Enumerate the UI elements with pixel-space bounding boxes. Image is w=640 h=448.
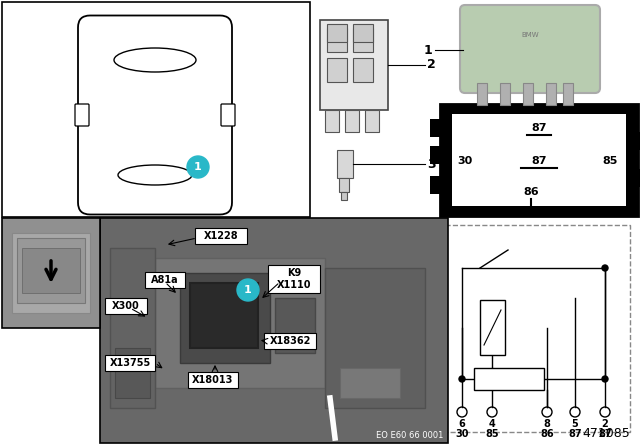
Circle shape <box>602 376 608 382</box>
Text: X18362: X18362 <box>269 336 310 346</box>
Ellipse shape <box>114 48 196 72</box>
Text: X1228: X1228 <box>204 231 238 241</box>
Circle shape <box>237 279 259 301</box>
Bar <box>480 300 505 355</box>
Bar <box>110 248 155 408</box>
Bar <box>195 228 247 244</box>
Bar <box>17 238 85 303</box>
FancyBboxPatch shape <box>78 16 232 215</box>
Bar <box>22 248 80 293</box>
Text: 1: 1 <box>423 43 432 56</box>
Text: X18013: X18013 <box>192 375 234 385</box>
Text: 4: 4 <box>488 419 495 429</box>
Bar <box>477 83 487 105</box>
Bar <box>341 192 347 200</box>
Bar <box>452 114 626 206</box>
Text: 3: 3 <box>427 158 436 171</box>
Bar <box>523 83 533 105</box>
Circle shape <box>459 376 465 382</box>
Text: EO E60 66 0001: EO E60 66 0001 <box>376 431 443 439</box>
Text: BMW: BMW <box>521 32 539 38</box>
Bar <box>445 225 630 432</box>
Bar <box>155 258 325 388</box>
Bar <box>563 83 573 105</box>
Bar <box>430 176 443 194</box>
Bar <box>353 58 373 82</box>
Bar <box>145 272 185 288</box>
Text: 1: 1 <box>244 285 252 295</box>
Text: 87: 87 <box>568 429 582 439</box>
Bar <box>440 104 638 216</box>
Circle shape <box>602 265 608 271</box>
Bar <box>115 348 150 398</box>
Text: 87: 87 <box>531 123 547 133</box>
Text: 30: 30 <box>455 429 468 439</box>
Text: A81a: A81a <box>151 275 179 285</box>
Bar <box>365 110 379 132</box>
Bar <box>635 132 640 150</box>
Text: 471085: 471085 <box>582 427 630 440</box>
Bar <box>100 218 448 443</box>
Bar <box>268 265 320 293</box>
Bar <box>12 233 90 313</box>
Text: 5: 5 <box>572 419 579 429</box>
Bar <box>327 58 347 82</box>
Bar <box>430 146 443 164</box>
Bar <box>188 372 238 388</box>
Text: K9
X1110: K9 X1110 <box>276 268 311 290</box>
Bar <box>353 28 373 52</box>
Bar <box>327 28 347 52</box>
Text: 2: 2 <box>602 419 609 429</box>
Bar <box>339 178 349 192</box>
Text: 87: 87 <box>531 156 547 166</box>
Text: 86: 86 <box>540 429 554 439</box>
Bar <box>2 2 310 217</box>
Circle shape <box>187 156 209 178</box>
Bar <box>635 169 640 187</box>
Bar <box>275 298 315 353</box>
Bar <box>105 298 147 314</box>
Text: X13755: X13755 <box>109 358 150 368</box>
Text: 30: 30 <box>458 156 472 166</box>
Bar <box>345 110 359 132</box>
Bar <box>180 273 270 363</box>
Bar <box>546 83 556 105</box>
Text: 85: 85 <box>485 429 499 439</box>
Bar <box>327 24 347 42</box>
Bar <box>325 110 339 132</box>
Bar <box>340 368 400 398</box>
Bar <box>500 83 510 105</box>
Text: 8: 8 <box>543 419 550 429</box>
Bar <box>190 283 258 348</box>
Text: 85: 85 <box>602 156 618 166</box>
FancyBboxPatch shape <box>221 104 235 126</box>
Bar <box>325 268 425 408</box>
Text: X300: X300 <box>112 301 140 311</box>
FancyBboxPatch shape <box>75 104 89 126</box>
Text: 6: 6 <box>459 419 465 429</box>
Text: 2: 2 <box>427 59 436 72</box>
Ellipse shape <box>118 165 192 185</box>
Bar <box>353 24 373 42</box>
Bar <box>430 119 443 137</box>
Bar <box>264 333 316 349</box>
Bar <box>320 20 388 110</box>
Bar <box>337 150 353 178</box>
Text: 87: 87 <box>598 429 612 439</box>
Text: 86: 86 <box>523 187 539 197</box>
Text: 1: 1 <box>194 162 202 172</box>
Bar <box>474 368 544 390</box>
FancyBboxPatch shape <box>460 5 600 93</box>
Bar <box>105 355 155 371</box>
Bar <box>2 218 100 328</box>
